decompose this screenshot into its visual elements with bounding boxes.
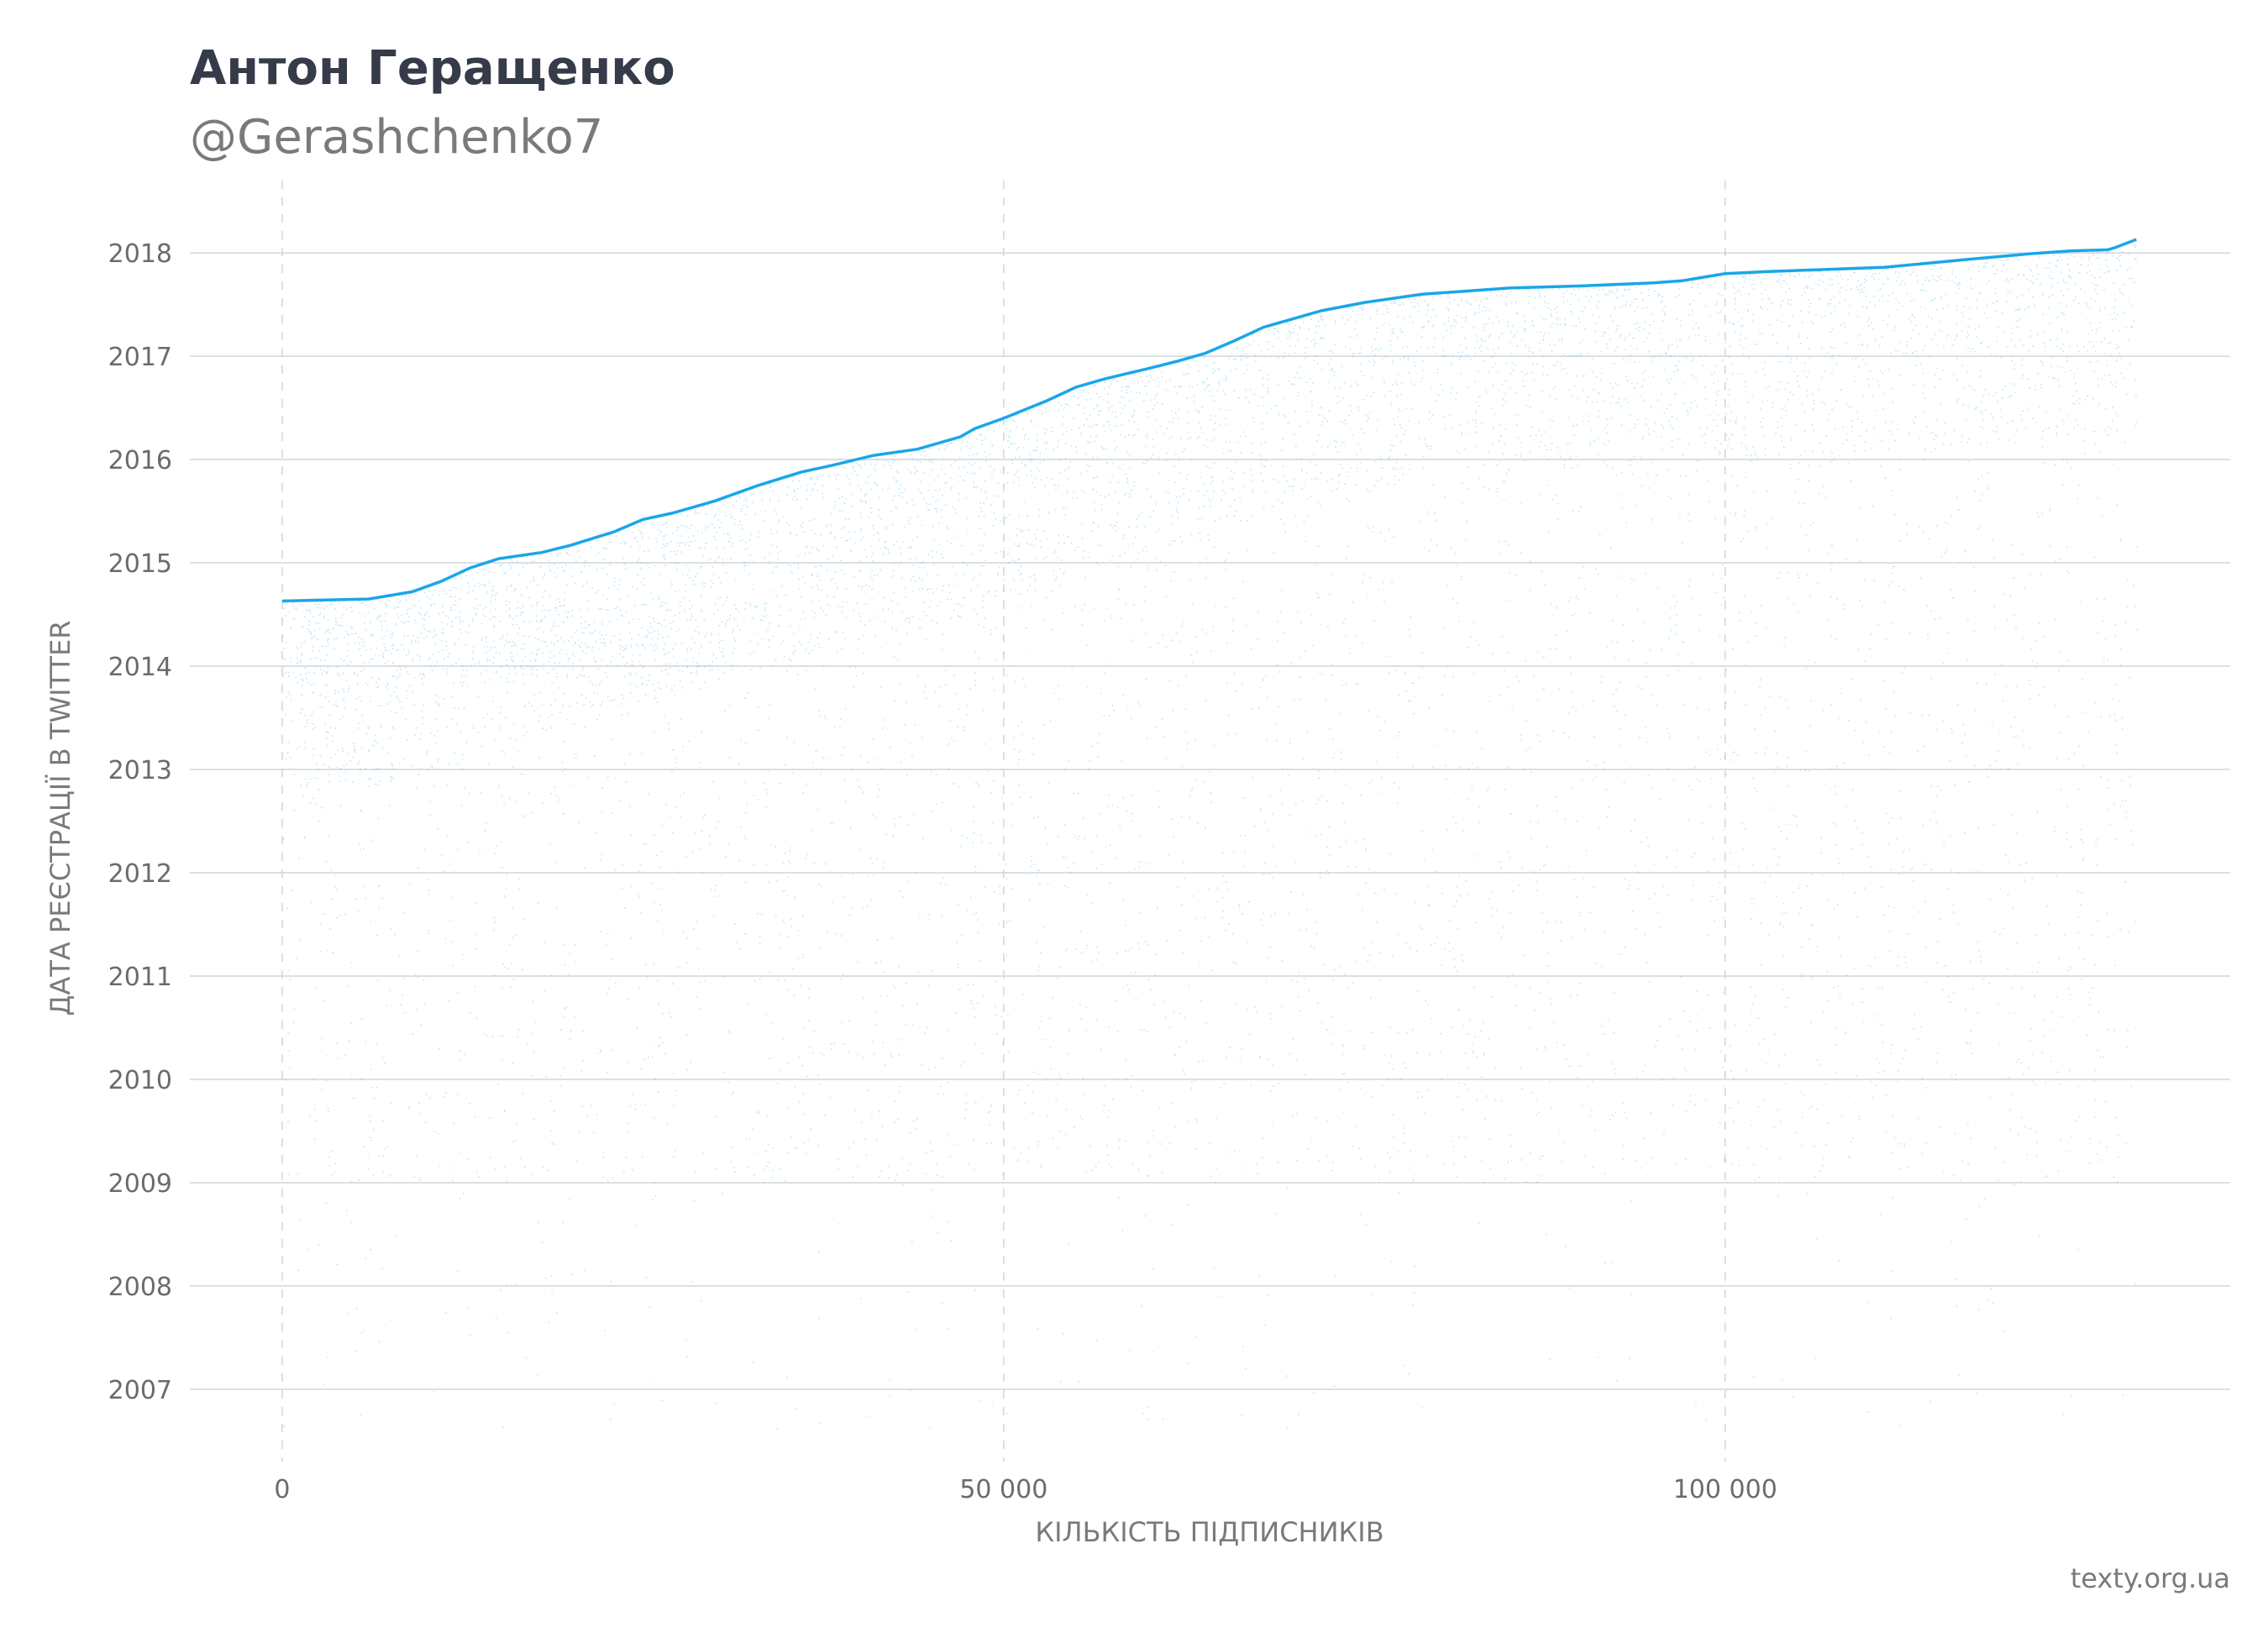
y-tick-label: 2008 bbox=[108, 1273, 172, 1302]
y-tick-label: 2014 bbox=[108, 653, 172, 682]
registration-date-envelope-line bbox=[281, 238, 2137, 603]
x-axis-ticks: 0 50 000 100 000 bbox=[274, 1475, 1777, 1504]
y-tick-label: 2015 bbox=[108, 549, 172, 579]
y-tick-label: 2018 bbox=[108, 239, 172, 269]
followers-scatter-cloud bbox=[282, 244, 2138, 1430]
gridlines bbox=[190, 181, 2230, 1462]
y-tick-label: 2016 bbox=[108, 446, 172, 475]
chart-subtitle: @Gerashchenko7 bbox=[190, 110, 603, 165]
y-tick-label: 2007 bbox=[108, 1376, 172, 1405]
y-axis-ticks: 2007 2008 2009 2010 2011 2012 2013 2014 2015 2016… bbox=[108, 239, 172, 1405]
y-tick-label: 2012 bbox=[108, 859, 172, 889]
y-tick-label: 2010 bbox=[108, 1066, 172, 1095]
source-credit: texty.org.ua bbox=[2071, 1562, 2230, 1594]
x-tick-label: 50 000 bbox=[959, 1475, 1047, 1504]
x-tick-label: 0 bbox=[274, 1475, 290, 1504]
chart-title: Антон Геращенко bbox=[190, 41, 675, 96]
scatter-dots bbox=[282, 244, 2138, 1430]
y-tick-label: 2009 bbox=[108, 1169, 172, 1199]
y-tick-label: 2017 bbox=[108, 343, 172, 372]
x-tick-label: 100 000 bbox=[1673, 1475, 1777, 1504]
x-axis-label: КІЛЬКІСТЬ ПІДПИСНИКІВ bbox=[1035, 1516, 1383, 1548]
y-tick-label: 2013 bbox=[108, 756, 172, 785]
y-tick-label: 2011 bbox=[108, 963, 172, 992]
y-axis-label: ДАТА РЕЄСТРАЦІЇ В TWITTER bbox=[45, 620, 76, 1016]
